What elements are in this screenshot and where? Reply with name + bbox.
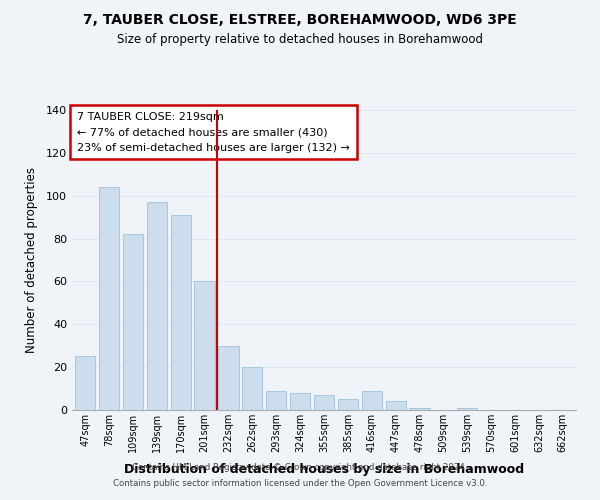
Bar <box>266 390 286 410</box>
Bar <box>409 408 430 410</box>
Bar <box>146 202 167 410</box>
Text: 7 TAUBER CLOSE: 219sqm
← 77% of detached houses are smaller (430)
23% of semi-de: 7 TAUBER CLOSE: 219sqm ← 77% of detached… <box>77 112 350 152</box>
Bar <box>290 393 310 410</box>
Text: Contains HM Land Registry data © Crown copyright and database right 2024.: Contains HM Land Registry data © Crown c… <box>132 464 468 472</box>
X-axis label: Distribution of detached houses by size in Borehamwood: Distribution of detached houses by size … <box>124 464 524 476</box>
Text: Contains public sector information licensed under the Open Government Licence v3: Contains public sector information licen… <box>113 478 487 488</box>
Bar <box>338 400 358 410</box>
Text: 7, TAUBER CLOSE, ELSTREE, BOREHAMWOOD, WD6 3PE: 7, TAUBER CLOSE, ELSTREE, BOREHAMWOOD, W… <box>83 12 517 26</box>
Text: Size of property relative to detached houses in Borehamwood: Size of property relative to detached ho… <box>117 32 483 46</box>
Bar <box>457 408 478 410</box>
Bar <box>362 390 382 410</box>
Y-axis label: Number of detached properties: Number of detached properties <box>25 167 38 353</box>
Bar <box>242 367 262 410</box>
Bar <box>218 346 239 410</box>
Bar <box>386 402 406 410</box>
Bar <box>99 187 119 410</box>
Bar <box>123 234 143 410</box>
Bar <box>194 282 215 410</box>
Bar <box>170 215 191 410</box>
Bar <box>314 395 334 410</box>
Bar <box>75 356 95 410</box>
